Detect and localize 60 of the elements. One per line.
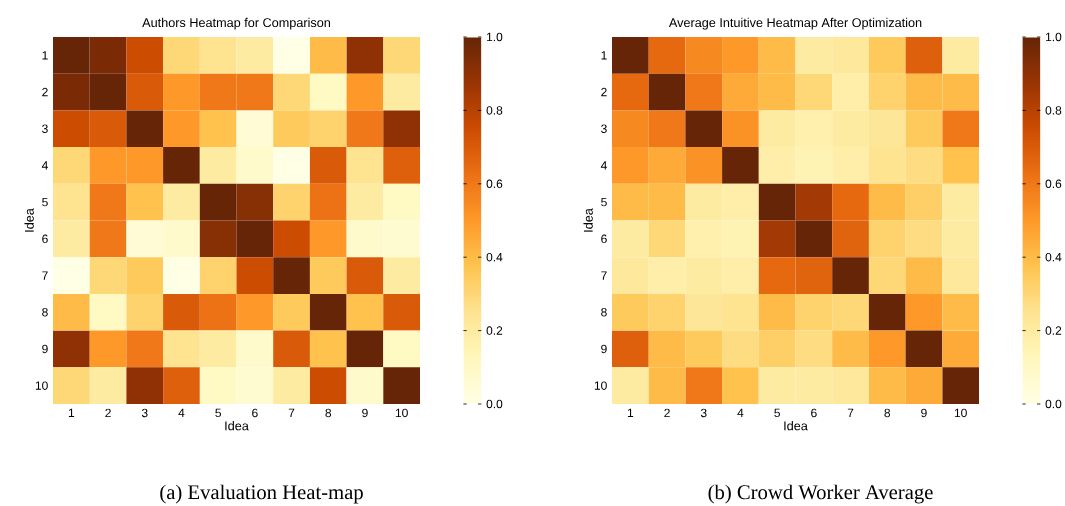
- color-bar-label: 0.2: [1045, 326, 1062, 335]
- x-tick-label: 10: [954, 408, 967, 418]
- x-tick-label: 7: [288, 408, 295, 417]
- y-tick-label: 7: [601, 271, 607, 280]
- x-tick-label: 2: [105, 408, 111, 418]
- x-tick-label: 9: [921, 408, 927, 418]
- x-tick-label: 4: [737, 408, 744, 417]
- y-tick-label: 7: [42, 271, 48, 280]
- x-tick-label: 6: [252, 408, 258, 418]
- y-axis-title: Idea: [583, 208, 593, 232]
- y-tick-label: 5: [601, 197, 607, 207]
- y-tick-label: 8: [601, 307, 607, 317]
- y-tick-label: 2: [42, 87, 48, 97]
- color-bar-label: 0.6: [1045, 179, 1062, 189]
- x-tick-label: 1: [68, 408, 75, 417]
- x-tick-label: 6: [811, 408, 817, 418]
- y-tick-label: 4: [41, 161, 48, 170]
- y-tick-label: 1: [42, 51, 48, 60]
- x-tick-label: 10: [395, 408, 408, 418]
- x-tick-label: 1: [627, 408, 634, 417]
- x-tick-label: 2: [664, 408, 670, 418]
- color-bar-label: 1.0: [487, 32, 503, 42]
- x-tick-label: 5: [215, 408, 221, 418]
- x-tick-label: 3: [700, 408, 707, 418]
- color-bar-label: 0.0: [1045, 399, 1062, 409]
- y-axis-title: Idea: [24, 208, 34, 232]
- y-tick-label: 6: [601, 234, 607, 244]
- y-tick-label: 3: [601, 124, 607, 133]
- x-tick-label: 8: [325, 408, 332, 418]
- y-tick-label: 2: [601, 87, 607, 97]
- x-tick-label: 8: [884, 408, 891, 418]
- color-bar-label: 0.6: [486, 179, 503, 189]
- color-bar-label: 0.2: [486, 326, 503, 335]
- x-tick-label: 7: [847, 408, 854, 417]
- chart-title: Average Intuitive Heatmap After Optimization: [668, 17, 922, 30]
- y-tick-label: 6: [42, 234, 48, 244]
- y-tick-label: 4: [600, 161, 607, 170]
- x-tick-label: 4: [178, 408, 185, 417]
- y-tick-label: 5: [42, 197, 48, 207]
- color-bar-label: 0.4: [1045, 252, 1062, 262]
- chart-title: Authors Heatmap for Comparison: [142, 17, 330, 30]
- color-bar-label: 0.0: [486, 399, 503, 409]
- x-tick-label: 5: [774, 408, 780, 418]
- x-axis-title: Idea: [784, 421, 808, 431]
- color-bar-label: 0.4: [486, 252, 503, 262]
- y-tick-label: 1: [601, 51, 607, 60]
- x-tick-label: 9: [362, 408, 368, 418]
- text: (b) Crowd Worker Average: [708, 484, 933, 504]
- y-tick-label: 10: [35, 381, 48, 390]
- color-bar-label: 0.8: [1045, 106, 1062, 115]
- y-tick-label: 9: [601, 344, 607, 354]
- text: (a) Evaluation Heat-map: [160, 484, 363, 504]
- y-tick-label: 3: [42, 124, 48, 133]
- color-bar-label: 0.8: [486, 106, 503, 115]
- y-tick-label: 9: [42, 344, 48, 354]
- y-tick-label: 8: [42, 307, 48, 317]
- x-tick-label: 3: [141, 408, 148, 418]
- x-axis-title: Idea: [225, 421, 249, 431]
- y-tick-label: 10: [594, 381, 607, 390]
- color-bar-label: 1.0: [1046, 32, 1062, 42]
